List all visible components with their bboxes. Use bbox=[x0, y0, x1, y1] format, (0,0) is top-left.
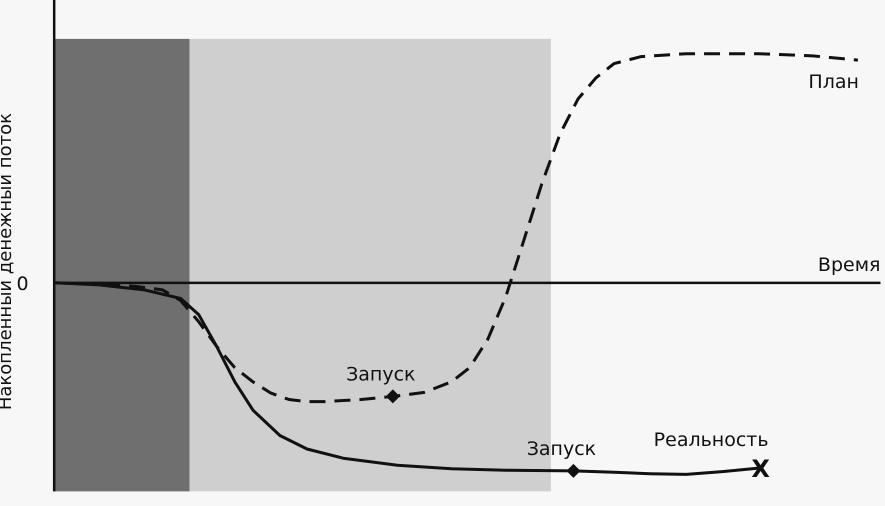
launch-marker bbox=[566, 463, 581, 478]
zero-tick-label: 0 bbox=[17, 273, 29, 295]
launch-label: Запуск bbox=[346, 363, 415, 385]
launch-label: Запуск bbox=[527, 438, 596, 460]
series-line bbox=[54, 281, 759, 476]
series-line bbox=[54, 52, 859, 404]
phase-band-idea bbox=[54, 38, 190, 492]
phase-band-commercialization bbox=[189, 38, 551, 492]
y-axis-label: Накопленный денежный поток bbox=[0, 113, 16, 410]
series-name-label: Реальность bbox=[654, 429, 769, 451]
time-axis-label: Время bbox=[818, 254, 881, 276]
series-name-label: План bbox=[808, 71, 859, 93]
launch-marker bbox=[385, 389, 400, 404]
end-x-marker: X bbox=[751, 455, 770, 483]
